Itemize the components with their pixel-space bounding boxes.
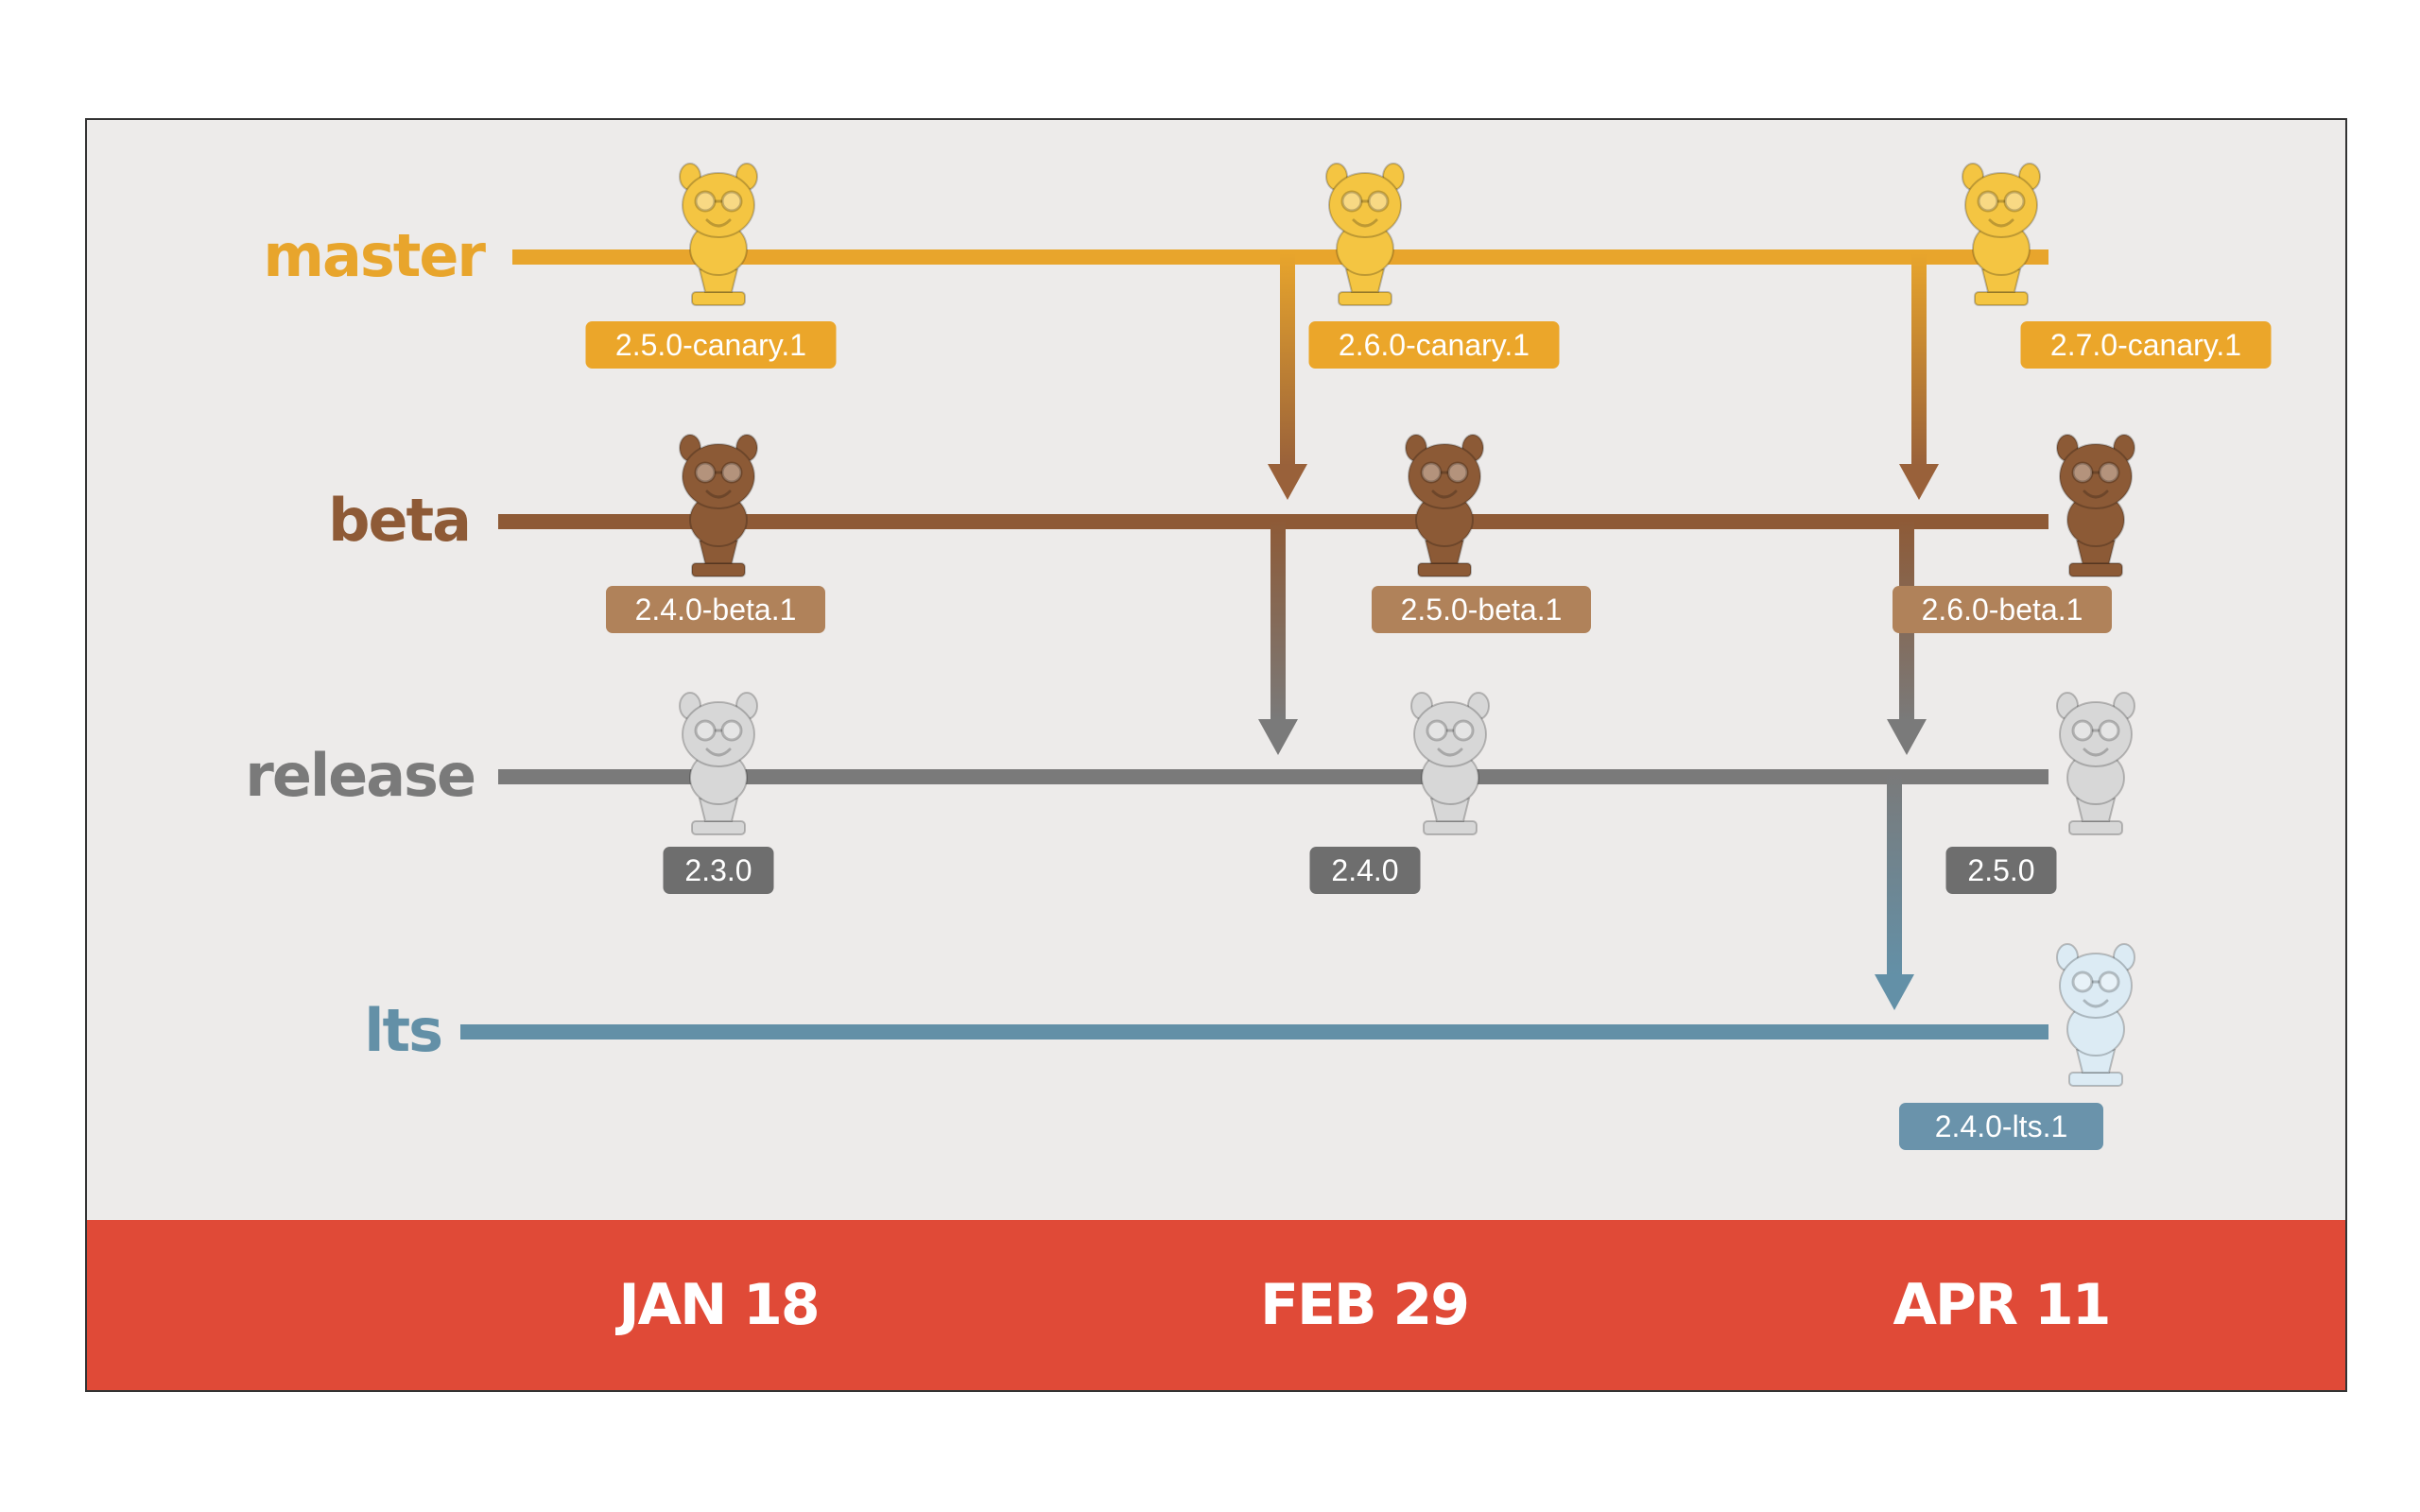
branch-label-master: master (263, 221, 486, 290)
arrow-master-to-beta-1 (1268, 253, 1307, 500)
arrow-down-icon (1899, 464, 1939, 500)
arrow-master-to-beta-2 (1899, 253, 1939, 500)
version-badge-beta-2: 2.5.0-beta.1 (1372, 586, 1591, 633)
arrow-release-to-lts (1875, 773, 1914, 1010)
version-label: 2.7.0-canary.1 (2050, 328, 2241, 362)
version-label: 2.5.0 (1967, 853, 2034, 887)
arrow-down-icon (1875, 974, 1914, 1010)
tomster-trophy-icon (679, 163, 758, 306)
arrow-beta-to-release-1 (1258, 518, 1298, 755)
tomster-trophy-icon (1325, 163, 1405, 306)
version-label: 2.4.0 (1331, 853, 1398, 887)
tomster-trophy-icon (679, 434, 758, 577)
tomster-trophy-icon (1962, 163, 2041, 306)
tomster-trophy-icon (2056, 434, 2135, 577)
date-label-feb-29: FEB 29 (1259, 1272, 1470, 1338)
branch-label-beta: beta (328, 486, 470, 555)
version-label: 2.5.0-canary.1 (615, 328, 806, 362)
version-badge-release-1: 2.3.0 (663, 847, 774, 894)
date-bar: JAN 18 FEB 29 APR 11 (87, 1220, 2345, 1390)
version-badge-master-1: 2.5.0-canary.1 (585, 321, 837, 369)
version-badge-master-3: 2.7.0-canary.1 (2020, 321, 2272, 369)
arrow-down-icon (1258, 719, 1298, 755)
version-label: 2.4.0-lts.1 (1935, 1109, 2068, 1143)
tomster-trophy-icon (2056, 943, 2135, 1087)
version-label: 2.3.0 (684, 853, 752, 887)
tomster-trophy-icon (679, 692, 758, 835)
release-train-diagram: master beta release lts 2.5.0-canary.1 2.6.0… (245, 163, 2272, 1150)
version-badge-beta-1: 2.4.0-beta.1 (606, 586, 825, 633)
tomster-trophy-icon (1410, 692, 1490, 835)
version-label: 2.4.0-beta.1 (635, 593, 797, 627)
date-label-jan-18: JAN 18 (618, 1272, 820, 1338)
tomster-trophy-icon (2056, 692, 2135, 835)
version-badge-beta-3: 2.6.0-beta.1 (1893, 586, 2112, 633)
branch-label-release: release (245, 741, 475, 810)
branch-label-lts: lts (364, 996, 441, 1065)
arrow-down-icon (1887, 719, 1927, 755)
diagram-frame: master beta release lts 2.5.0-canary.1 2.6.0… (85, 118, 2347, 1392)
version-badge-release-2: 2.4.0 (1309, 847, 1421, 894)
tomster-trophy-icon (1405, 434, 1484, 577)
version-label: 2.6.0-beta.1 (1922, 593, 2083, 627)
version-badge-lts-1: 2.4.0-lts.1 (1899, 1103, 2103, 1150)
arrow-beta-to-release-2 (1887, 518, 1927, 755)
version-label: 2.6.0-canary.1 (1339, 328, 1530, 362)
date-label-apr-11: APR 11 (1893, 1272, 2112, 1338)
version-label: 2.5.0-beta.1 (1401, 593, 1563, 627)
version-badge-master-2: 2.6.0-canary.1 (1308, 321, 1560, 369)
arrow-down-icon (1268, 464, 1307, 500)
version-badge-release-3: 2.5.0 (1945, 847, 2057, 894)
